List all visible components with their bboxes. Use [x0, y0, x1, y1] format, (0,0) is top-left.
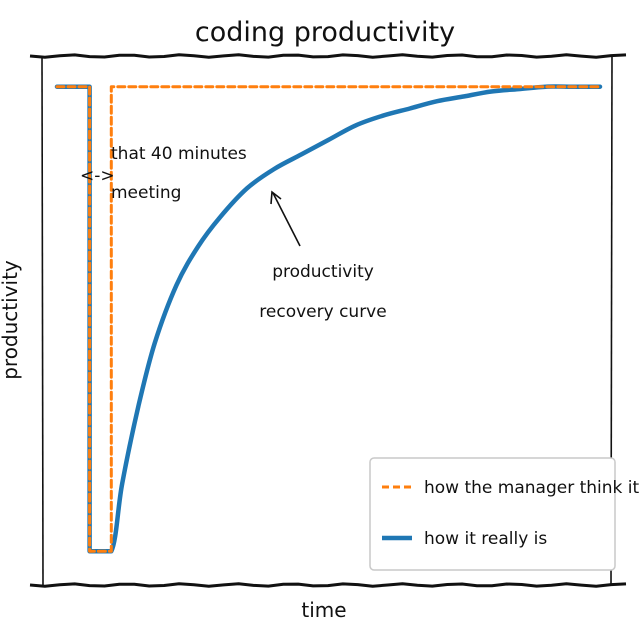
recovery-annotation-line-2: recovery curve [259, 302, 386, 322]
frame-bottom [29, 582, 627, 588]
legend-box [369, 457, 616, 571]
recovery-annotation: productivity recovery curve [259, 190, 387, 322]
series-line-manager [55, 85, 602, 553]
legend: how the manager think it is how it reall… [369, 457, 640, 571]
chart-title: coding productivity [195, 17, 455, 48]
recovery-annotation-arrow [272, 192, 301, 247]
series-layer [54, 84, 603, 554]
x-axis-label: time [301, 598, 346, 622]
meeting-annotation-line-2: meeting [111, 183, 181, 203]
series-line-reality [54, 84, 603, 554]
legend-label-manager: how the manager think it is [424, 478, 640, 498]
y-axis-label: productivity [0, 260, 22, 380]
meeting-marker: <-> [80, 166, 115, 186]
recovery-annotation-line-1: productivity [272, 262, 374, 282]
legend-label-reality: how it really is [424, 529, 547, 549]
frame-top [29, 53, 627, 59]
recovery-annotation-arrowhead [270, 190, 282, 205]
meeting-annotation: <-> that 40 minutes meeting [80, 144, 247, 203]
frame-left [41, 55, 44, 586]
meeting-annotation-line-1: that 40 minutes [111, 144, 247, 164]
